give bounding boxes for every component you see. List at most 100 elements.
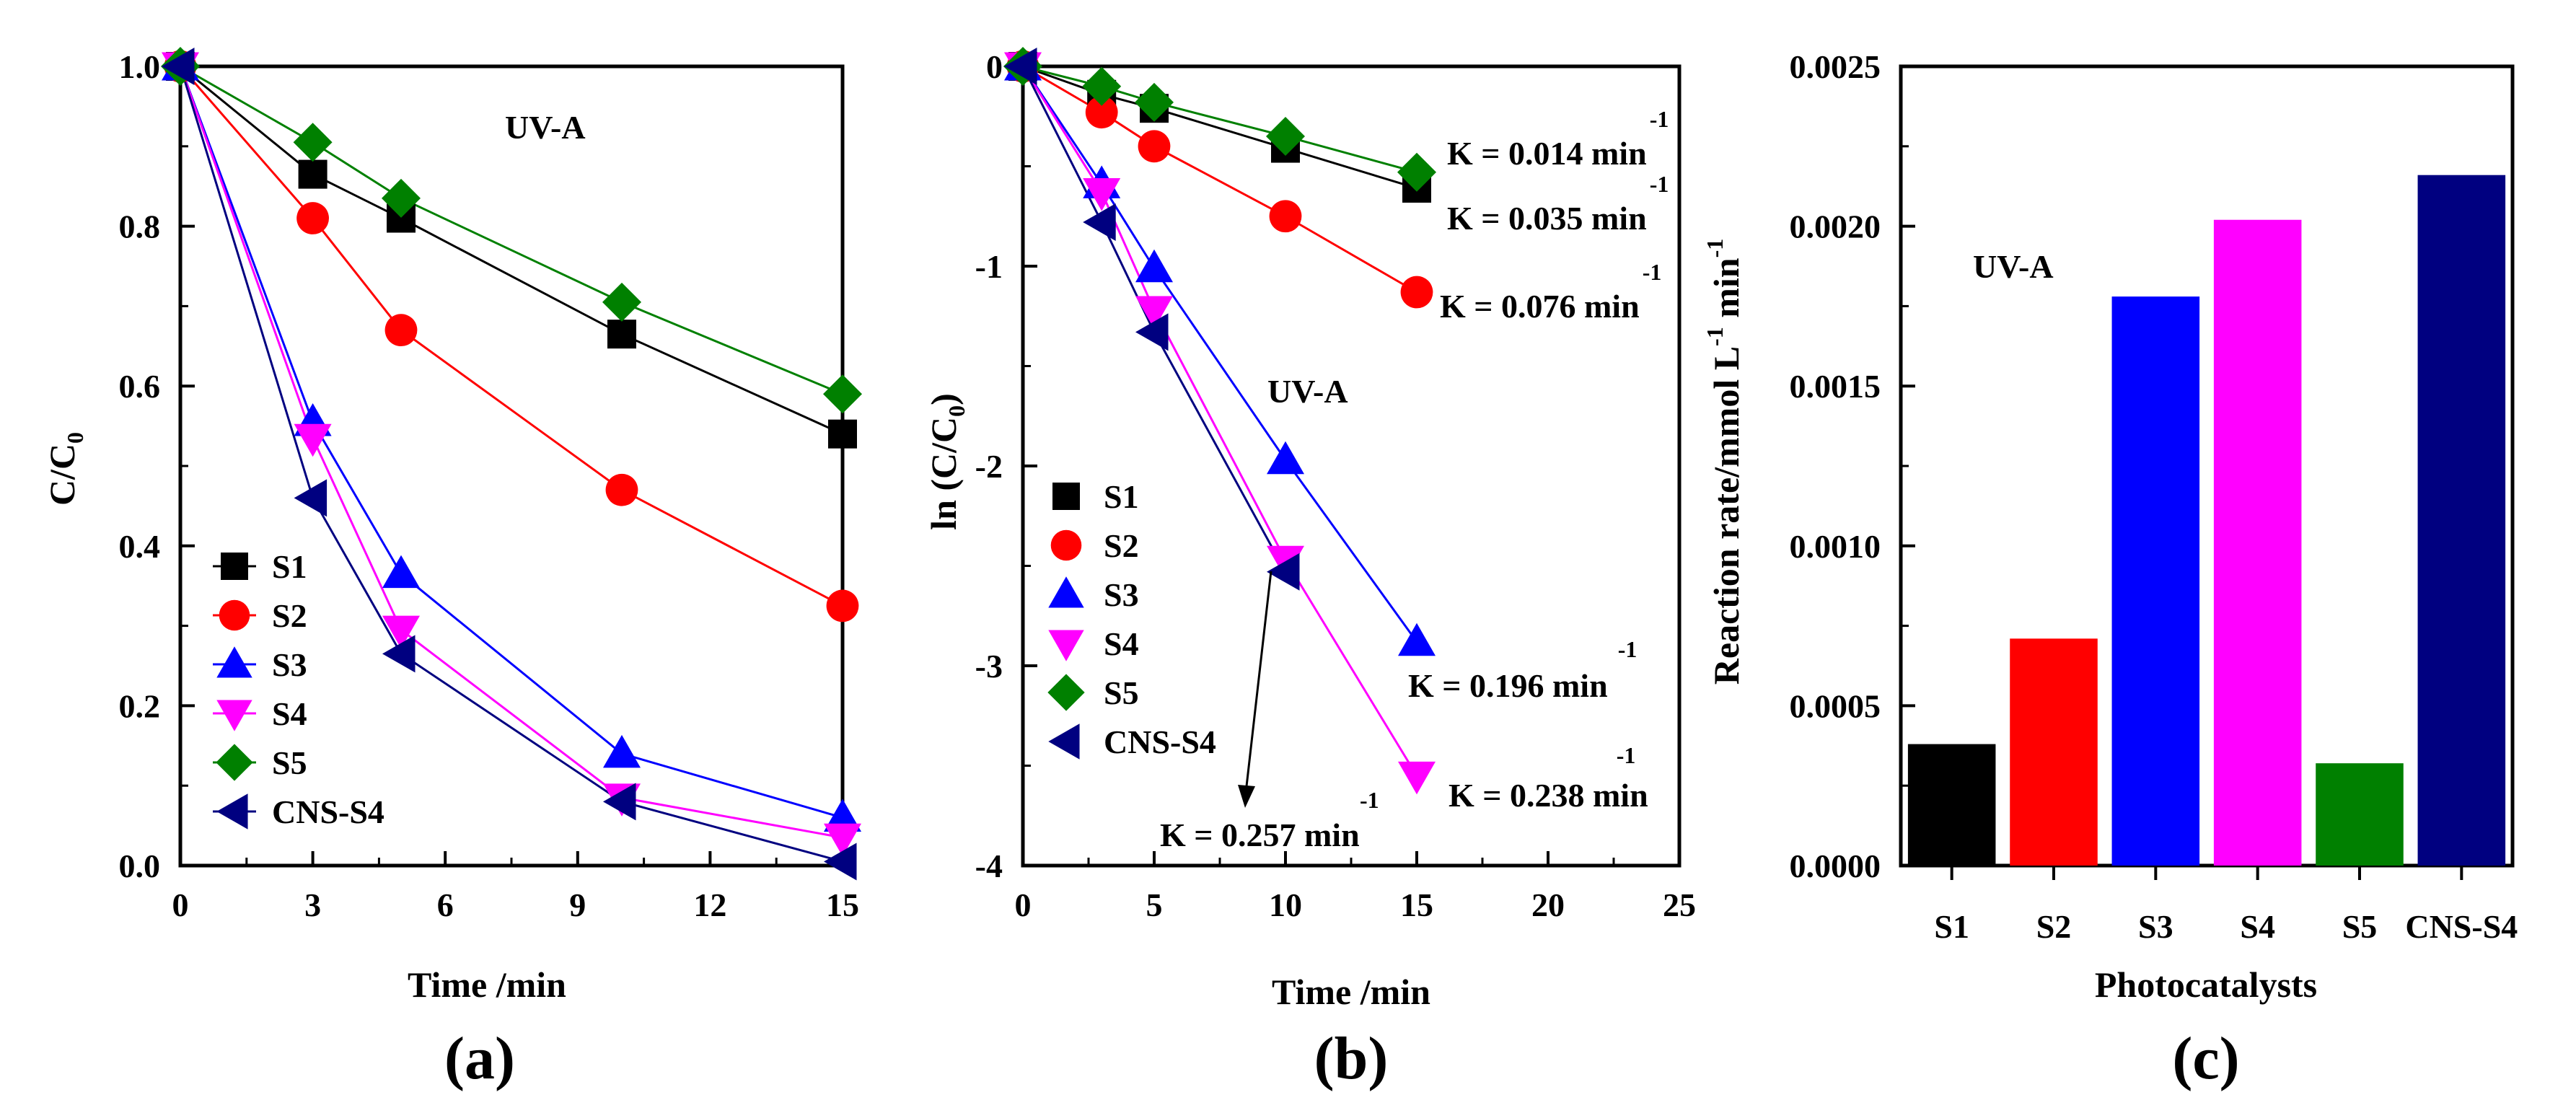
y-axis-title-c: Reaction rate/mmol L-1 min-1 <box>1702 239 1746 685</box>
data-point-s5 <box>1082 66 1122 106</box>
panel-label-b: (b) <box>1314 1025 1389 1092</box>
legend-marker-s5 <box>216 744 253 781</box>
legend-label-s1: S1 <box>1104 478 1139 515</box>
data-point-cns-s4 <box>824 842 857 881</box>
legend-marker-s2 <box>219 599 250 631</box>
legend-marker-s4 <box>1048 630 1084 661</box>
bar-s1 <box>1907 744 1996 866</box>
x-tick-label: S4 <box>2240 908 2275 945</box>
legend-marker-s1 <box>221 553 248 580</box>
legend-a: S1 S2 S3 S4 S5 CNS-S4 <box>213 548 384 830</box>
data-point-s4 <box>1083 178 1121 211</box>
data-point-cns-s4 <box>1267 553 1300 591</box>
x-tick-label: 0 <box>172 886 189 923</box>
rate-label-s3: K = 0.196 min-1 <box>1408 636 1637 704</box>
panel-a: 0 3 6 9 12 15 0.0 0.2 0.4 0.6 0.8 1.0 UV-A S1 S2 S3 S4… <box>42 47 862 1092</box>
legend-label-s2: S2 <box>272 597 307 634</box>
rate-label-s4: K = 0.238 min-1 <box>1449 742 1648 814</box>
data-point-cns-s4 <box>162 48 195 85</box>
data-point-s5 <box>1135 82 1174 122</box>
data-point-s2 <box>384 314 418 347</box>
data-point-s4 <box>382 615 420 649</box>
legend-marker-s5 <box>1047 674 1085 711</box>
annotation-uva-c: UV-A <box>1973 248 2054 285</box>
data-point-cns-s4 <box>1135 313 1169 351</box>
legend-b: S1 S2 S3 S4 S5 CNS-S4 <box>1047 478 1216 760</box>
y-tick-label: 0 <box>986 48 1003 85</box>
y-tick-label: 0.0005 <box>1790 687 1881 724</box>
x-axis-title-a: Time /min <box>408 964 566 1005</box>
series-markers-b <box>1003 47 1436 795</box>
bar-cns-s4 <box>2417 175 2506 866</box>
rate-label-s4-extra-exponent: -1 <box>1360 787 1379 813</box>
y-tick-label: 0.2 <box>119 687 161 724</box>
data-point-s2 <box>1138 130 1171 163</box>
rate-label-cns-s4: K = 0.257 min <box>1160 817 1360 853</box>
data-point-s4 <box>1398 761 1436 795</box>
x-tick-label: 5 <box>1146 886 1163 923</box>
annotation-uva-a: UV-A <box>505 109 586 146</box>
y-axis-title-a: C/C0 <box>42 432 88 506</box>
legend-label-cns-s4: CNS-S4 <box>272 793 384 830</box>
data-point-cns-s4 <box>382 635 416 673</box>
legend-marker-s3 <box>216 646 252 678</box>
ticks-a: 0 3 6 9 12 15 0.0 0.2 0.4 0.6 0.8 1.0 <box>119 48 860 923</box>
data-point-s1 <box>828 419 857 449</box>
data-point-s4 <box>824 823 861 857</box>
legend-label-s5: S5 <box>1104 674 1139 711</box>
y-tick-label: 0.6 <box>119 368 161 405</box>
ticks-c: 0.0000 0.0005 0.0010 0.0015 0.0020 0.0025 S1 S2… <box>1790 48 2518 945</box>
legend-label-cns-s4: CNS-S4 <box>1104 723 1216 760</box>
data-point-s5 <box>823 374 862 414</box>
legend-label-s3: S3 <box>272 646 307 683</box>
bar-s4 <box>2213 219 2302 866</box>
series-markers-a <box>161 47 862 881</box>
x-tick-label: S3 <box>2138 908 2173 945</box>
data-point-s3 <box>1398 622 1436 656</box>
x-tick-label: S5 <box>2342 908 2378 945</box>
x-axis-title-b: Time /min <box>1272 972 1430 1012</box>
y-tick-label: 0.0025 <box>1790 48 1881 85</box>
rate-label-s1: K = 0.035 min-1 <box>1447 171 1669 237</box>
y-axis-title-b: ln (C/C0) <box>923 393 970 530</box>
data-point-cns-s4 <box>294 479 328 517</box>
x-tick-label: S1 <box>1934 908 1969 945</box>
rate-arrow-cns-s4 <box>1245 571 1272 787</box>
series-line-cns-s4 <box>1021 66 1287 573</box>
data-point-s3 <box>1135 249 1173 283</box>
legend-marker-cns-s4 <box>1048 723 1080 760</box>
x-tick-label: 9 <box>569 886 586 923</box>
data-point-s1 <box>607 320 636 349</box>
legend-label-s4: S4 <box>272 695 307 732</box>
y-tick-label: -2 <box>975 448 1003 485</box>
y-tick-label: 0.0 <box>119 848 161 884</box>
panel-b: 0 5 10 15 20 25 -4 -3 -2 -1 0 UV-A K = 0.014 min-1… <box>923 47 1696 1092</box>
data-point-s1 <box>298 159 328 189</box>
data-point-s5 <box>1266 116 1305 156</box>
data-point-s2 <box>1085 96 1118 129</box>
data-point-s2 <box>1269 200 1302 233</box>
data-point-s2 <box>296 202 329 234</box>
data-point-s5 <box>1397 152 1436 192</box>
y-tick-label: 0.4 <box>119 528 161 565</box>
data-point-cns-s4 <box>1083 203 1116 242</box>
legend-label-s4: S4 <box>1104 625 1139 662</box>
legend-marker-s4 <box>216 700 252 731</box>
x-tick-label: 20 <box>1531 886 1565 923</box>
rate-label-s2: K = 0.076 min-1 <box>1440 259 1661 325</box>
rate-arrow-head <box>1238 785 1255 808</box>
bars-c <box>1907 175 2506 866</box>
ticks-b: 0 5 10 15 20 25 -4 -3 -2 -1 0 <box>975 48 1696 923</box>
data-point-s3 <box>1267 441 1304 475</box>
bar-s2 <box>2010 638 2098 866</box>
x-tick-label: S2 <box>2036 908 2072 945</box>
legend-label-s3: S3 <box>1104 576 1139 613</box>
panel-label-c: (c) <box>2172 1025 2239 1092</box>
y-tick-label: 0.0000 <box>1790 848 1881 884</box>
data-point-cns-s4 <box>1004 48 1037 85</box>
x-tick-label: 10 <box>1269 886 1302 923</box>
legend-marker-s3 <box>1048 576 1084 608</box>
data-point-s3 <box>603 734 641 768</box>
panel-c: 0.0000 0.0005 0.0010 0.0015 0.0020 0.0025 S1 S2… <box>1702 48 2518 1092</box>
